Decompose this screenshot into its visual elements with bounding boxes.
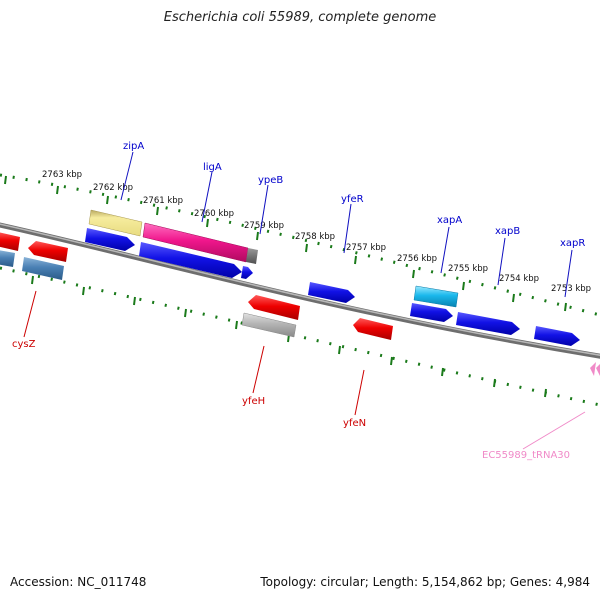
ruler-label: 2759 kbp	[244, 221, 284, 231]
tick	[564, 302, 567, 312]
tick	[493, 378, 496, 388]
tick	[106, 195, 109, 205]
tick	[256, 231, 259, 241]
ruler-label: 2761 kbp	[143, 196, 183, 206]
gene-ligA-arrow[interactable]	[139, 242, 242, 278]
gene-label-zipA[interactable]: zipA	[123, 141, 144, 152]
tick	[338, 345, 341, 355]
gene-zipA-arrow[interactable]	[85, 228, 135, 251]
forward-gene-labels: zipA ligA ypeB yfeR xapA xapB xapR	[123, 141, 585, 249]
tick	[441, 367, 444, 377]
gene-label-ligA[interactable]: ligA	[203, 162, 222, 173]
tick	[56, 185, 59, 195]
ruler-label: 2754 kbp	[499, 274, 539, 284]
gene-yfeH-arrow[interactable]	[248, 295, 300, 320]
genome-backbone	[0, 222, 600, 359]
gene-label-ypeB[interactable]: ypeB	[258, 175, 283, 186]
tick	[390, 356, 393, 366]
gene-label-yfeN[interactable]: yfeN	[343, 418, 366, 429]
tick	[305, 243, 308, 253]
trna-label-line	[522, 411, 586, 450]
gene-label-xapA[interactable]: xapA	[437, 215, 462, 226]
gene-label-yfeR[interactable]: yfeR	[341, 194, 364, 205]
gene-zipA-block[interactable]	[88, 209, 143, 237]
tick	[544, 388, 547, 398]
tick	[206, 218, 209, 228]
tick	[354, 255, 357, 265]
ruler-label: 2762 kbp	[93, 183, 133, 193]
tick	[156, 206, 159, 216]
inner-ruler-track	[0, 266, 600, 407]
ruler-label: 2760 kbp	[194, 209, 234, 219]
accession-text: Accession: NC_011748	[10, 575, 147, 589]
gene-reverse-arrow[interactable]	[28, 241, 68, 262]
tick	[512, 293, 515, 303]
forward-label-lines	[120, 151, 573, 298]
reverse-gene-labels: cysZ yfeH yfeN	[12, 339, 366, 429]
tick	[235, 320, 238, 330]
ruler-labels: 2763 kbp 2762 kbp 2761 kbp 2760 kbp 2759…	[42, 170, 591, 294]
ruler-label: 2753 kbp	[551, 284, 591, 294]
gene-yfeN-arrow[interactable]	[353, 318, 393, 340]
gene-yfeR-arrow[interactable]	[308, 282, 355, 303]
gene-label-cysZ[interactable]: cysZ	[12, 339, 36, 350]
inner-major-ticks	[31, 275, 547, 398]
tick	[412, 269, 415, 279]
tick	[4, 175, 7, 185]
gene-yfeH-grey-block[interactable]	[241, 312, 297, 338]
gene-xapR-arrow[interactable]	[534, 326, 580, 346]
gene-ypeB-arrow[interactable]	[241, 266, 253, 279]
gene-label-xapR[interactable]: xapR	[560, 238, 585, 249]
ruler-label: 2756 kbp	[397, 254, 437, 264]
trna-marker[interactable]	[590, 362, 600, 376]
trna-label[interactable]: EC55989_tRNA30	[482, 450, 570, 461]
ruler-label: 2757 kbp	[346, 243, 386, 253]
reverse-label-lines	[23, 290, 365, 416]
tick	[82, 286, 85, 296]
gene-left-red-arrow	[0, 232, 20, 251]
gene-xapB-arrow[interactable]	[456, 312, 520, 335]
ruler-label: 2755 kbp	[448, 264, 488, 274]
gene-label-xapB[interactable]: xapB	[495, 226, 520, 237]
map-title: Escherichia coli 55989, complete genome	[163, 10, 437, 25]
ruler-label: 2758 kbp	[295, 232, 335, 242]
outer-major-ticks	[4, 175, 567, 312]
gene-steel-block[interactable]	[22, 257, 64, 280]
gene-ligA-end-block	[246, 248, 258, 264]
gene-left-steel-block	[0, 250, 15, 267]
gene-xapA-arrow[interactable]	[410, 303, 453, 322]
tick	[133, 296, 136, 306]
gene-label-yfeH[interactable]: yfeH	[242, 396, 265, 407]
topology-text: Topology: circular; Length: 5,154,862 bp…	[260, 575, 590, 589]
tick	[462, 281, 465, 291]
gene-xapA-block[interactable]	[413, 285, 459, 308]
tick	[184, 308, 187, 318]
ruler-label: 2763 kbp	[42, 170, 82, 180]
tick	[31, 275, 34, 285]
